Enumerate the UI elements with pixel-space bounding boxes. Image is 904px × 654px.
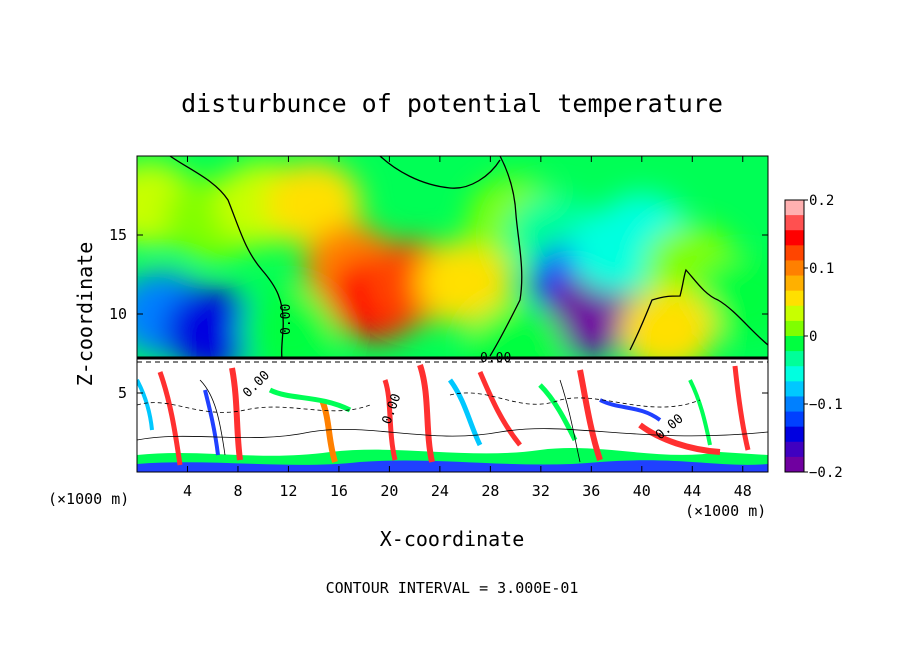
contour-label-1: 0.00 xyxy=(279,304,294,335)
x-tick-label-4: 20 xyxy=(380,482,398,500)
colorbar xyxy=(785,200,804,473)
lower-stripe-2 xyxy=(229,367,243,461)
x-tick-label-0: 4 xyxy=(183,482,192,500)
colorbar-swatch-3 xyxy=(785,245,804,261)
y-tick-label-2: 15 xyxy=(109,226,127,244)
field-point-3 xyxy=(265,161,362,246)
lower-stripe-12 xyxy=(447,378,483,447)
y-ticks: 5 10 15 xyxy=(109,226,768,402)
colorbar-tick-label-3: −0.1 xyxy=(809,397,843,413)
y-axis-label: Z-coordinate xyxy=(73,242,97,387)
lower-stripe-6 xyxy=(477,371,522,447)
lower-stripe-10 xyxy=(203,389,220,456)
colorbar-swatch-6 xyxy=(785,290,804,307)
colorbar-swatch-7 xyxy=(785,305,804,322)
colorbar-swatch-9 xyxy=(785,336,804,352)
x-axis-label: X-coordinate xyxy=(380,527,525,551)
lower-stripe-15 xyxy=(688,379,712,446)
y-tick-label-0: 5 xyxy=(118,384,127,402)
lower-contour-1 xyxy=(137,402,371,413)
colorbar-swatch-2 xyxy=(785,230,804,246)
x-tick-label-8: 36 xyxy=(582,482,600,500)
colorbar-swatch-17 xyxy=(785,456,804,473)
plot-area: 0.00 0.00 0.00 0.00 0.00 xyxy=(137,156,768,472)
x-tick-label-6: 28 xyxy=(481,482,499,500)
field-layer xyxy=(137,161,768,388)
lower-stripe-9 xyxy=(732,365,751,451)
lower-stripe-8 xyxy=(638,422,721,455)
lower-contour-2 xyxy=(449,392,701,408)
lower-region xyxy=(137,358,768,472)
field-point-20 xyxy=(619,287,716,372)
field-point-17 xyxy=(164,287,261,372)
colorbar-swatch-8 xyxy=(785,320,804,337)
lower-stripe-7 xyxy=(577,369,603,461)
x-tick-label-10: 44 xyxy=(683,482,701,500)
x-tick-label-5: 24 xyxy=(431,482,449,500)
colorbar-swatch-10 xyxy=(785,351,804,367)
colorbar-swatch-15 xyxy=(785,426,804,443)
x-tick-label-7: 32 xyxy=(532,482,550,500)
x-tick-label-2: 12 xyxy=(279,482,297,500)
colorbar-swatch-4 xyxy=(785,260,804,277)
zero-contour-middle xyxy=(489,156,523,357)
colorbar-swatch-16 xyxy=(785,441,804,458)
x-unit-left: (×1000 m) xyxy=(48,490,129,508)
zero-contour-top xyxy=(379,156,501,189)
field-point-7 xyxy=(417,240,514,325)
zero-contour-right xyxy=(629,268,768,351)
lower-stripe-4 xyxy=(382,379,398,461)
lower-contour-5 xyxy=(559,379,581,463)
x-tick-label-1: 8 xyxy=(233,482,242,500)
colorbar-tick-label-2: 0 xyxy=(809,329,817,345)
x-tick-label-11: 48 xyxy=(734,482,752,500)
colorbar-swatch-0 xyxy=(785,200,804,216)
colorbar-ticks: 0.2 0.1 0 −0.1 −0.2 xyxy=(804,193,843,481)
colorbar-tick-label-4: −0.2 xyxy=(809,465,843,481)
colorbar-swatch-1 xyxy=(785,215,804,231)
y-tick-label-1: 10 xyxy=(109,305,127,323)
colorbar-swatch-11 xyxy=(785,366,804,382)
colorbar-swatch-5 xyxy=(785,275,804,292)
field-point-18 xyxy=(240,287,337,372)
chart-title: disturbunce of potential temperature xyxy=(181,89,723,118)
footer-contour-interval: CONTOUR INTERVAL = 3.000E-01 xyxy=(326,579,579,597)
lower-band-blue xyxy=(137,460,768,472)
contour-label-3: 0.00 xyxy=(480,351,511,366)
field-point-11 xyxy=(543,272,640,356)
lower-stripe-1 xyxy=(157,371,183,466)
lower-contour-4 xyxy=(199,379,226,456)
x-ticks: 4 8 12 16 20 24 28 32 36 40 44 48 xyxy=(183,156,752,500)
lower-contour-3 xyxy=(137,428,768,441)
colorbar-swatch-14 xyxy=(785,411,804,428)
colorbar-tick-label-0: 0.2 xyxy=(809,193,834,209)
lower-stripe-11 xyxy=(268,387,352,413)
zero-contour-left xyxy=(169,156,284,359)
x-tick-label-3: 16 xyxy=(330,482,348,500)
x-unit-right: (×1000 m) xyxy=(685,502,766,520)
lower-stripe-14 xyxy=(599,398,662,422)
colorbar-tick-label-1: 0.1 xyxy=(809,261,834,277)
lower-stripe-5 xyxy=(417,364,435,463)
colorbar-swatch-12 xyxy=(785,381,804,397)
x-tick-label-9: 40 xyxy=(633,482,651,500)
lower-stripe-13 xyxy=(538,383,578,442)
colorbar-swatch-13 xyxy=(785,396,804,413)
